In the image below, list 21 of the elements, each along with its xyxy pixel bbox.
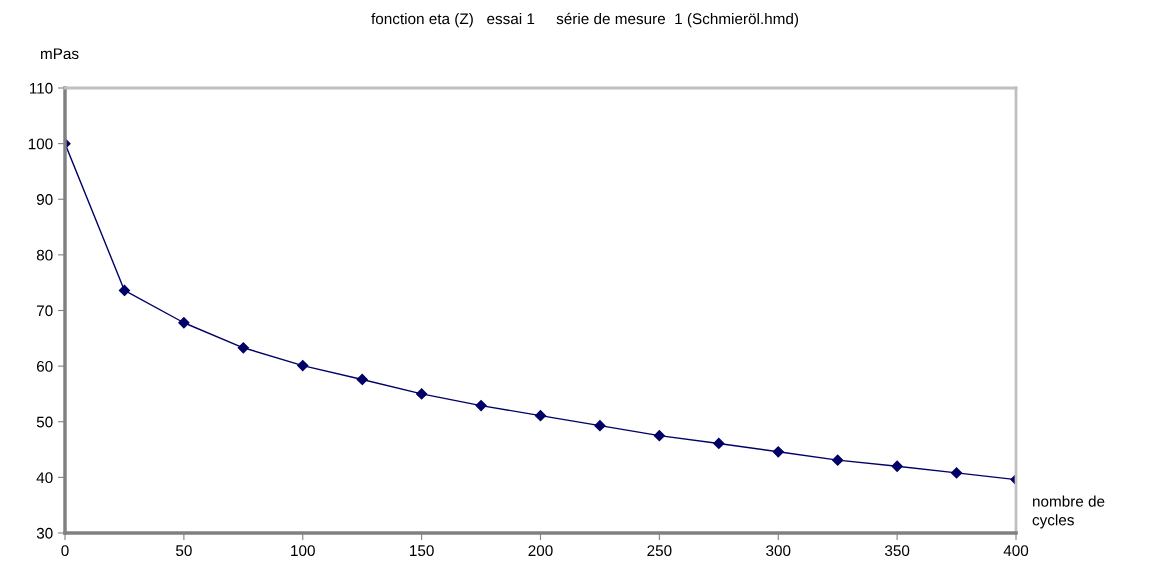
y-tick-label: 80: [36, 249, 53, 261]
x-tick-label: 50: [175, 545, 192, 557]
x-tick-label: 350: [884, 545, 910, 557]
y-tick-label: 90: [36, 194, 53, 205]
x-tick-label: 400: [1003, 545, 1029, 557]
x-axis-title: nombre de cycles: [1032, 495, 1105, 529]
y-tick-label: 100: [28, 138, 53, 150]
y-axis-title: mPas: [41, 48, 79, 60]
x-tick-label: 0: [61, 545, 69, 557]
y-tick-label: 60: [36, 360, 53, 372]
y-tick-label: 50: [36, 416, 53, 428]
x-tick-label: 250: [647, 545, 672, 557]
y-tick-label: 110: [30, 82, 53, 94]
y-tick-label: 70: [36, 305, 53, 317]
y-tick-label: 40: [36, 472, 53, 484]
x-tick-label: 100: [291, 545, 315, 557]
chart-title: fonction eta (Z) essai 1 série de mesure 1 (Schmieröl.hmd): [371, 12, 799, 28]
x-tick-label: 300: [766, 545, 791, 557]
x-tick-label: 200: [528, 545, 553, 557]
y-tick-label: 30: [36, 527, 53, 539]
x-tick-label: 150: [410, 545, 434, 557]
